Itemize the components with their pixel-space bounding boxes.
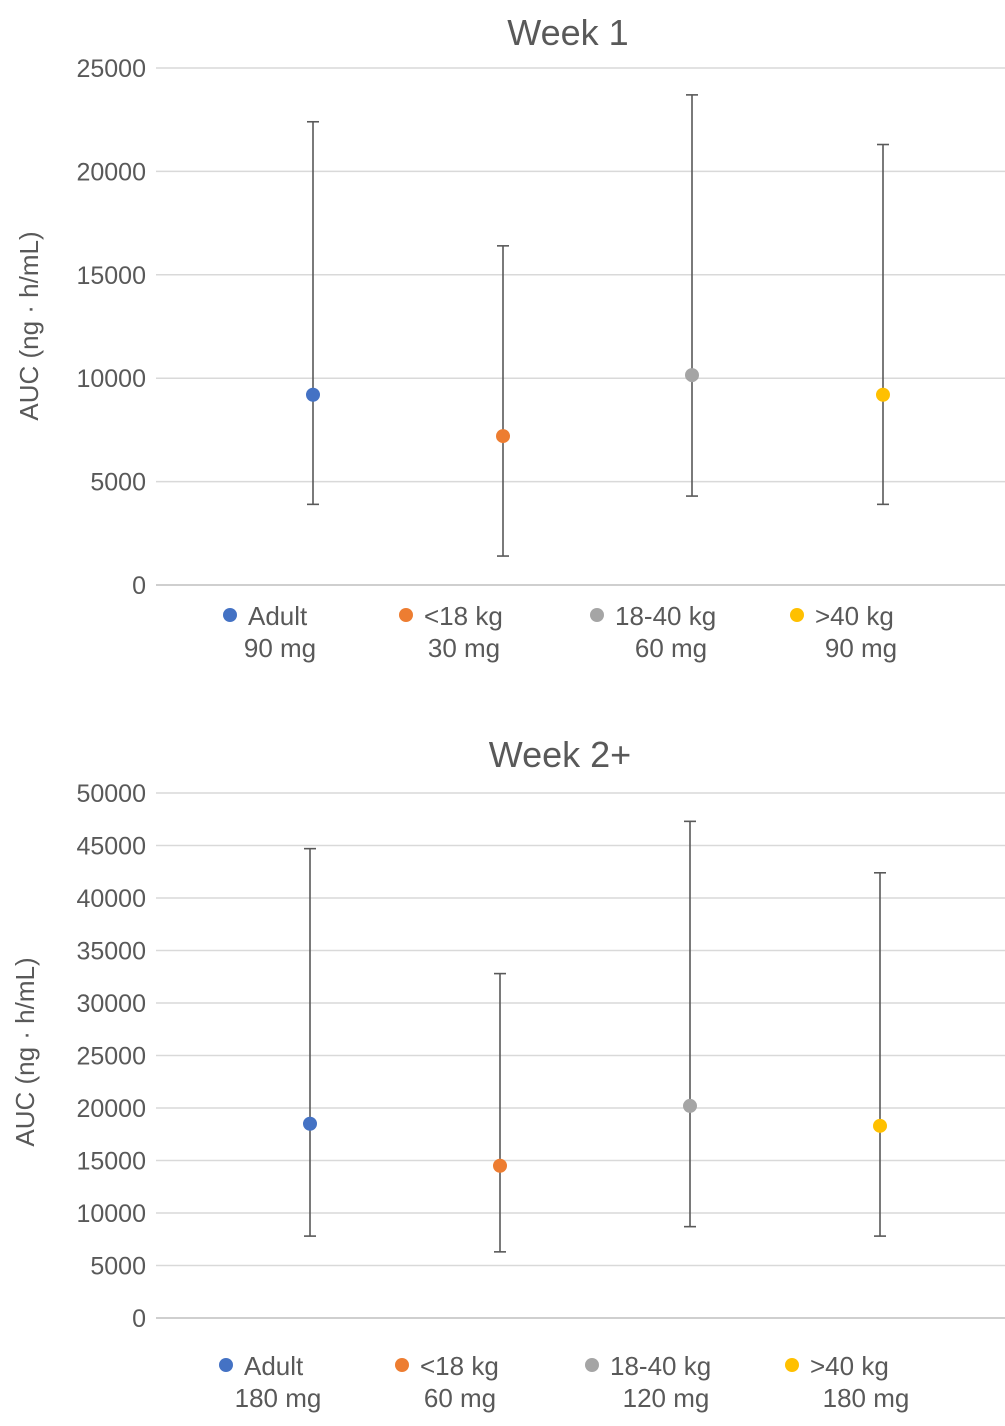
y-tick-label: 15000 xyxy=(76,1148,146,1176)
legend-dose: 60 mg xyxy=(424,1383,496,1413)
y-tick-label: 5000 xyxy=(90,469,146,497)
y-tick-label: 35000 xyxy=(76,938,146,966)
chart-week-2-plus: Week 2+ AUC (ng · h/mL) 0 5000 10000 15000 2… xyxy=(10,734,1005,1413)
legend-marker xyxy=(223,608,237,622)
y-tick-labels: 0 5000 10000 15000 20000 25000 30000 35000 40000… xyxy=(76,780,146,1333)
legend-marker xyxy=(395,1358,409,1372)
y-tick-labels: 0 5000 10000 15000 20000 25000 xyxy=(76,55,146,600)
legend-label: >40 kg xyxy=(810,1351,889,1381)
chart-title: Week 1 xyxy=(507,12,628,53)
chart-week-1: Week 1 AUC (ng · h/mL) 0 5000 10000 15000 20… xyxy=(14,12,1005,663)
legend-marker xyxy=(790,608,804,622)
data-point xyxy=(683,1098,697,1113)
legend-label: >40 kg xyxy=(815,601,894,631)
legend-dose: 180 mg xyxy=(823,1383,910,1413)
data-point xyxy=(873,1118,887,1133)
data-point xyxy=(685,368,699,383)
y-axis-label: AUC (ng · h/mL) xyxy=(10,957,40,1146)
legend-dose: 90 mg xyxy=(244,633,316,663)
data-point xyxy=(496,429,510,444)
gridlines xyxy=(156,67,1005,586)
y-tick-label: 25000 xyxy=(76,55,146,83)
legend-dose: 90 mg xyxy=(825,633,897,663)
y-tick-label: 20000 xyxy=(76,1095,146,1123)
data-marks xyxy=(306,94,890,557)
data-marks xyxy=(303,820,887,1253)
legend-dose: 30 mg xyxy=(428,633,500,663)
legend-dose: 60 mg xyxy=(635,633,707,663)
y-tick-label: 10000 xyxy=(76,365,146,393)
y-tick-label: 0 xyxy=(132,572,146,600)
legend-dose: 180 mg xyxy=(235,1383,322,1413)
legend-marker xyxy=(590,608,604,622)
chart-title: Week 2+ xyxy=(489,734,631,775)
y-axis-label: AUC (ng · h/mL) xyxy=(14,231,44,420)
legend-label: 18-40 kg xyxy=(615,601,716,631)
y-tick-label: 50000 xyxy=(76,780,146,808)
legend-label: <18 kg xyxy=(420,1351,499,1381)
gridlines xyxy=(156,792,1005,1319)
y-tick-label: 45000 xyxy=(76,833,146,861)
y-tick-label: 25000 xyxy=(76,1043,146,1071)
y-tick-label: 15000 xyxy=(76,262,146,290)
legend-marker xyxy=(219,1358,233,1372)
data-point xyxy=(876,387,890,402)
y-tick-label: 5000 xyxy=(90,1253,146,1281)
legend-marker xyxy=(785,1358,799,1372)
data-point xyxy=(303,1116,317,1131)
legend-label: 18-40 kg xyxy=(610,1351,711,1381)
legend-dose: 120 mg xyxy=(623,1383,710,1413)
legend-marker xyxy=(585,1358,599,1372)
legend-label: <18 kg xyxy=(424,601,503,631)
legend-label: Adult xyxy=(244,1351,304,1381)
legend-marker xyxy=(399,608,413,622)
y-tick-label: 20000 xyxy=(76,158,146,186)
y-tick-label: 30000 xyxy=(76,990,146,1018)
y-tick-label: 0 xyxy=(132,1305,146,1333)
data-point xyxy=(493,1158,507,1173)
legend-label: Adult xyxy=(248,601,308,631)
data-point xyxy=(306,387,320,402)
y-tick-label: 10000 xyxy=(76,1200,146,1228)
y-tick-label: 40000 xyxy=(76,885,146,913)
